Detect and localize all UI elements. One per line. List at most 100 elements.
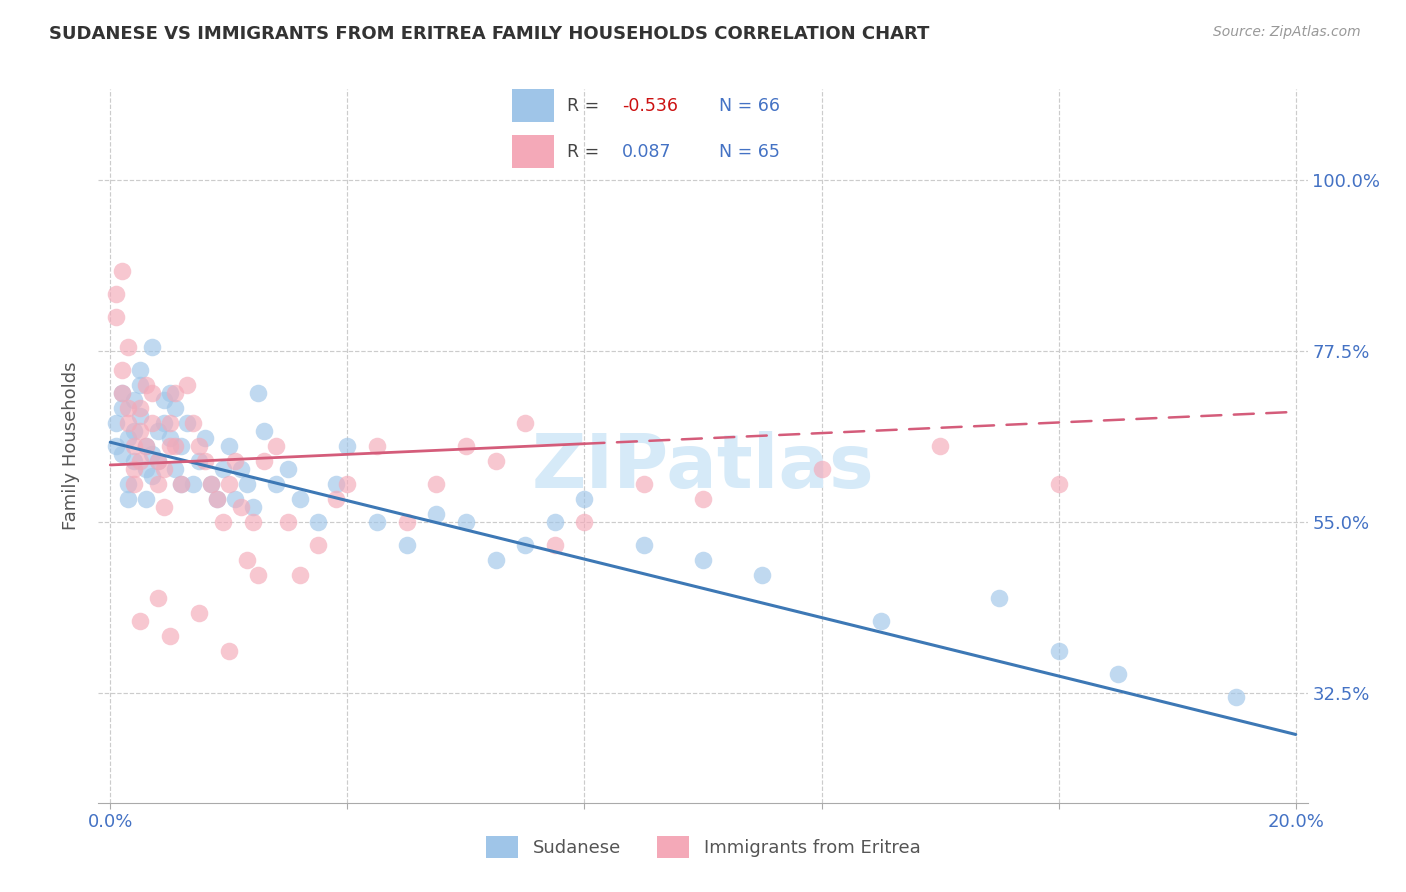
Point (1047, 644, 1070, 658)
Text: -0.536: -0.536 (621, 96, 678, 114)
Point (141, 447, 163, 461)
Point (218, 439, 240, 453)
Point (454, 439, 477, 453)
Point (129, 614, 152, 628)
Point (129, 409, 152, 423)
Text: N = 65: N = 65 (718, 143, 780, 161)
Point (200, 477, 222, 491)
Point (146, 591, 169, 605)
Point (484, 454, 506, 468)
Point (188, 606, 211, 620)
Point (152, 462, 174, 476)
Point (176, 378, 198, 392)
Point (224, 454, 246, 468)
Point (111, 401, 134, 415)
Point (146, 454, 169, 468)
Point (129, 424, 152, 438)
Point (117, 477, 139, 491)
Point (170, 477, 193, 491)
Point (205, 492, 228, 507)
Point (152, 393, 174, 408)
Text: SUDANESE VS IMMIGRANTS FROM ERITREA FAMILY HOUSEHOLDS CORRELATION CHART: SUDANESE VS IMMIGRANTS FROM ERITREA FAMI… (49, 25, 929, 43)
Point (122, 462, 145, 476)
Point (165, 401, 187, 415)
Point (1047, 477, 1070, 491)
Point (395, 538, 418, 552)
Point (229, 462, 252, 476)
Point (165, 439, 187, 453)
Point (751, 568, 773, 582)
Point (218, 644, 240, 658)
Point (122, 454, 145, 468)
Point (111, 363, 134, 377)
Point (229, 500, 252, 514)
Point (288, 492, 311, 507)
Point (117, 416, 139, 430)
Point (425, 477, 447, 491)
Point (574, 492, 596, 507)
Point (111, 385, 134, 400)
Point (235, 553, 257, 567)
Point (105, 416, 128, 430)
Point (988, 591, 1011, 605)
Point (247, 568, 270, 582)
Point (366, 515, 388, 529)
Text: R =: R = (567, 143, 610, 161)
Point (117, 492, 139, 507)
Point (242, 500, 264, 514)
Point (515, 416, 537, 430)
Text: Source: ZipAtlas.com: Source: ZipAtlas.com (1213, 25, 1361, 39)
Point (212, 462, 235, 476)
Point (194, 431, 217, 445)
Point (135, 378, 157, 392)
Point (544, 538, 567, 552)
Point (122, 439, 145, 453)
Point (129, 454, 152, 468)
Point (1225, 690, 1247, 704)
Point (105, 310, 128, 324)
Point (159, 416, 181, 430)
Point (135, 462, 157, 476)
Point (111, 447, 134, 461)
Text: R =: R = (567, 96, 605, 114)
Y-axis label: Family Households: Family Households (62, 362, 80, 530)
Point (141, 340, 163, 354)
Point (544, 515, 567, 529)
Point (264, 439, 287, 453)
Point (129, 363, 152, 377)
Point (181, 416, 204, 430)
Point (159, 629, 181, 643)
Point (515, 538, 537, 552)
Point (117, 401, 139, 415)
Point (574, 515, 596, 529)
Point (247, 385, 270, 400)
Point (159, 439, 181, 453)
Point (117, 340, 139, 354)
Point (165, 385, 187, 400)
Point (141, 469, 163, 483)
Point (288, 568, 311, 582)
Point (235, 477, 257, 491)
Point (181, 477, 204, 491)
Point (135, 492, 157, 507)
Point (129, 378, 152, 392)
Point (810, 462, 832, 476)
Point (141, 385, 163, 400)
Point (129, 401, 152, 415)
Text: 0.087: 0.087 (621, 143, 672, 161)
Point (170, 477, 193, 491)
Point (159, 431, 181, 445)
Text: ZIPatlas: ZIPatlas (531, 431, 875, 504)
Point (146, 424, 169, 438)
Point (692, 492, 714, 507)
Point (336, 477, 359, 491)
Point (366, 439, 388, 453)
Point (165, 462, 187, 476)
Point (111, 385, 134, 400)
Point (1107, 666, 1129, 681)
Point (146, 477, 169, 491)
Point (633, 538, 655, 552)
Point (105, 439, 128, 453)
Point (307, 515, 329, 529)
Point (117, 431, 139, 445)
